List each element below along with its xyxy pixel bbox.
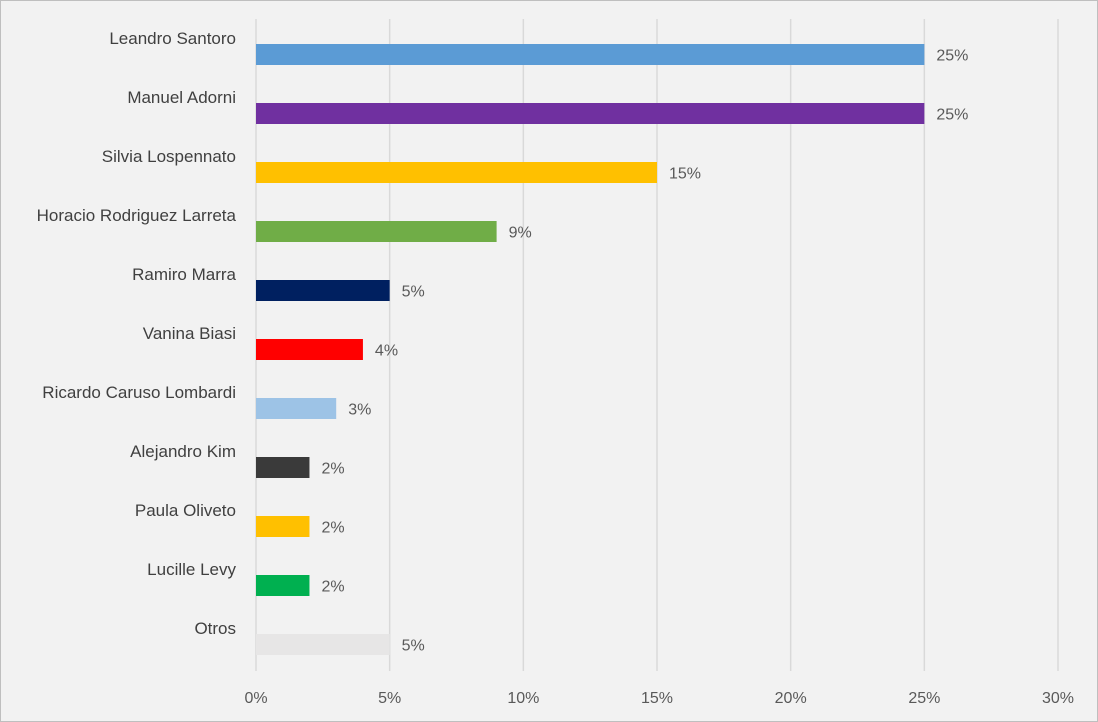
bar	[256, 221, 497, 242]
x-tick-label: 30%	[1042, 690, 1074, 707]
bar	[256, 634, 390, 655]
bar	[256, 339, 363, 360]
bar	[256, 44, 925, 65]
x-tick-label: 20%	[775, 690, 807, 707]
category-label: Ramiro Marra	[132, 265, 236, 284]
bar	[256, 516, 310, 537]
bars	[256, 44, 925, 655]
category-label: Otros	[194, 619, 236, 638]
category-label: Vanina Biasi	[143, 324, 236, 343]
bar	[256, 457, 310, 478]
category-label: Horacio Rodriguez Larreta	[37, 206, 237, 225]
value-label: 4%	[375, 343, 398, 360]
bar	[256, 103, 925, 124]
value-label: 2%	[321, 579, 344, 596]
category-label: Lucille Levy	[147, 560, 236, 579]
bar	[256, 398, 337, 419]
value-label: 25%	[936, 48, 968, 65]
value-label: 9%	[509, 225, 532, 242]
x-tick-label: 5%	[378, 690, 401, 707]
category-label: Ricardo Caruso Lombardi	[42, 383, 236, 402]
value-label: 25%	[936, 107, 968, 124]
category-label: Alejandro Kim	[130, 442, 236, 461]
value-label: 15%	[669, 166, 701, 183]
value-label: 3%	[348, 402, 371, 419]
value-label: 5%	[402, 284, 425, 301]
category-label: Silvia Lospennato	[102, 147, 236, 166]
labels: 0% 5% 10% 15% 20% 25% 30% Leandro Santoro 25% Man…	[37, 29, 1074, 707]
gridlines	[255, 19, 1059, 671]
value-label: 5%	[402, 638, 425, 655]
category-label: Manuel Adorni	[127, 88, 236, 107]
x-tick-label: 15%	[641, 690, 673, 707]
x-tick-label: 0%	[244, 690, 267, 707]
value-label: 2%	[321, 520, 344, 537]
bar	[256, 280, 390, 301]
bar	[256, 162, 657, 183]
category-label: Leandro Santoro	[109, 29, 236, 48]
x-tick-label: 10%	[507, 690, 539, 707]
category-label: Paula Oliveto	[135, 501, 236, 520]
x-tick-label: 25%	[908, 690, 940, 707]
value-label: 2%	[321, 461, 344, 478]
bar	[256, 575, 310, 596]
